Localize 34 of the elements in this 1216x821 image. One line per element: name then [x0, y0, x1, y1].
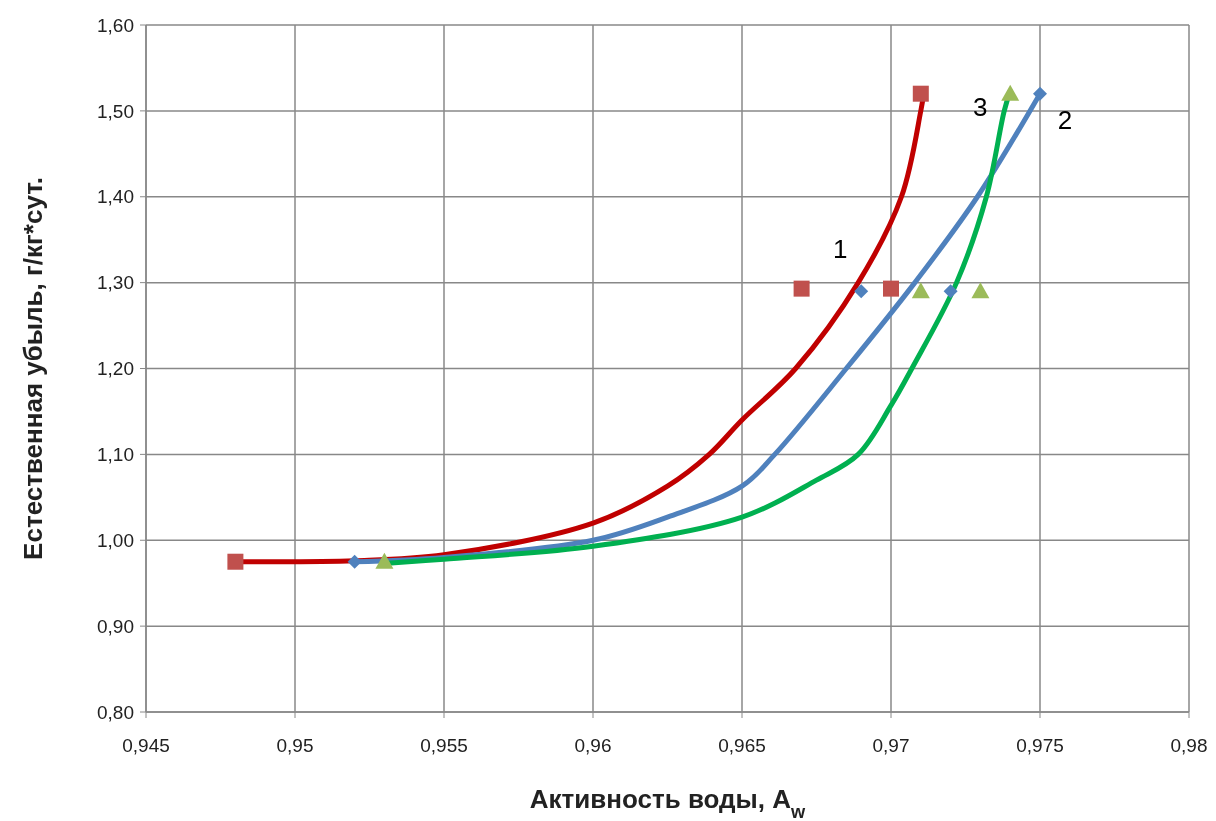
series-label: 2: [1057, 104, 1073, 135]
point: [1033, 86, 1047, 101]
point: [793, 280, 810, 297]
point: [911, 282, 930, 299]
x-tick-label: 0,98: [1170, 735, 1208, 756]
x-tick-label: 0,945: [122, 735, 170, 756]
point: [1001, 84, 1020, 101]
point: [347, 554, 362, 569]
point: [227, 553, 244, 570]
x-tick-label: 0,975: [1016, 735, 1064, 756]
point: [883, 280, 899, 297]
y-tick-label: 1,20: [97, 358, 134, 380]
y-axis-title: Естественная убыль, г/кг*сут.: [18, 177, 48, 560]
point: [943, 284, 958, 299]
y-tick-label: 1,50: [97, 100, 134, 122]
point: [912, 85, 929, 102]
y-tick-label: 0,90: [97, 615, 134, 637]
y-tick-label: 0,80: [97, 701, 134, 723]
x-tick-label: 0,96: [574, 735, 612, 756]
y-tick-label: 1,40: [97, 186, 134, 208]
point: [375, 552, 394, 569]
series-label: 1: [832, 233, 848, 264]
y-tick-label: 1,00: [97, 529, 134, 551]
point: [971, 282, 990, 299]
y-tick-label: 1,60: [97, 14, 134, 36]
x-tick-label: 0,955: [420, 735, 468, 756]
x-tick-label: 0,97: [872, 735, 910, 756]
x-axis-title: Активность воды, A$_{w}$: [529, 784, 807, 821]
y-tick-label: 1,30: [97, 272, 134, 294]
point: [854, 284, 869, 299]
series-label: 3: [972, 92, 988, 123]
x-tick-label: 0,95: [276, 735, 314, 756]
y-tick-label: 1,10: [97, 444, 134, 466]
x-tick-label: 0,965: [718, 735, 766, 756]
